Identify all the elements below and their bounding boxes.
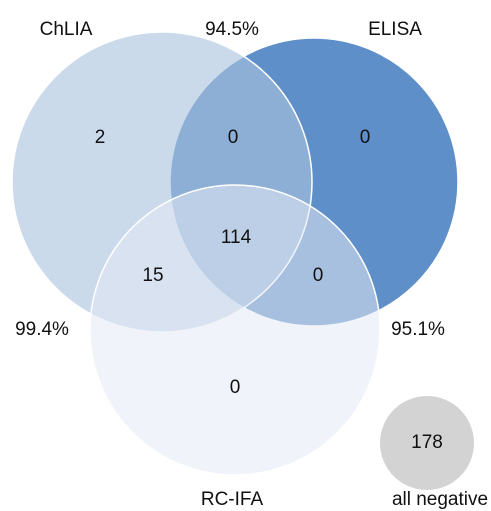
region-count: 2: [95, 127, 106, 148]
negative-circle: [380, 396, 474, 490]
region-count: 0: [228, 127, 239, 148]
agreement: 94.5%: [205, 19, 259, 40]
set-label: RC-IFA: [201, 489, 264, 510]
agreement: 95.1%: [391, 319, 445, 340]
set-label: ChLIA: [40, 19, 93, 40]
region-count: 0: [360, 127, 371, 148]
region-count: 0: [313, 265, 324, 286]
region-count: 15: [142, 265, 163, 286]
negative-count: 178: [411, 432, 443, 453]
negative-label: all negative: [392, 489, 488, 510]
rcifa-circle: [89, 184, 381, 476]
set-label: ELISA: [368, 19, 422, 40]
region-count: 114: [221, 227, 252, 248]
region-count: 0: [230, 377, 241, 398]
agreement: 99.4%: [15, 319, 69, 340]
